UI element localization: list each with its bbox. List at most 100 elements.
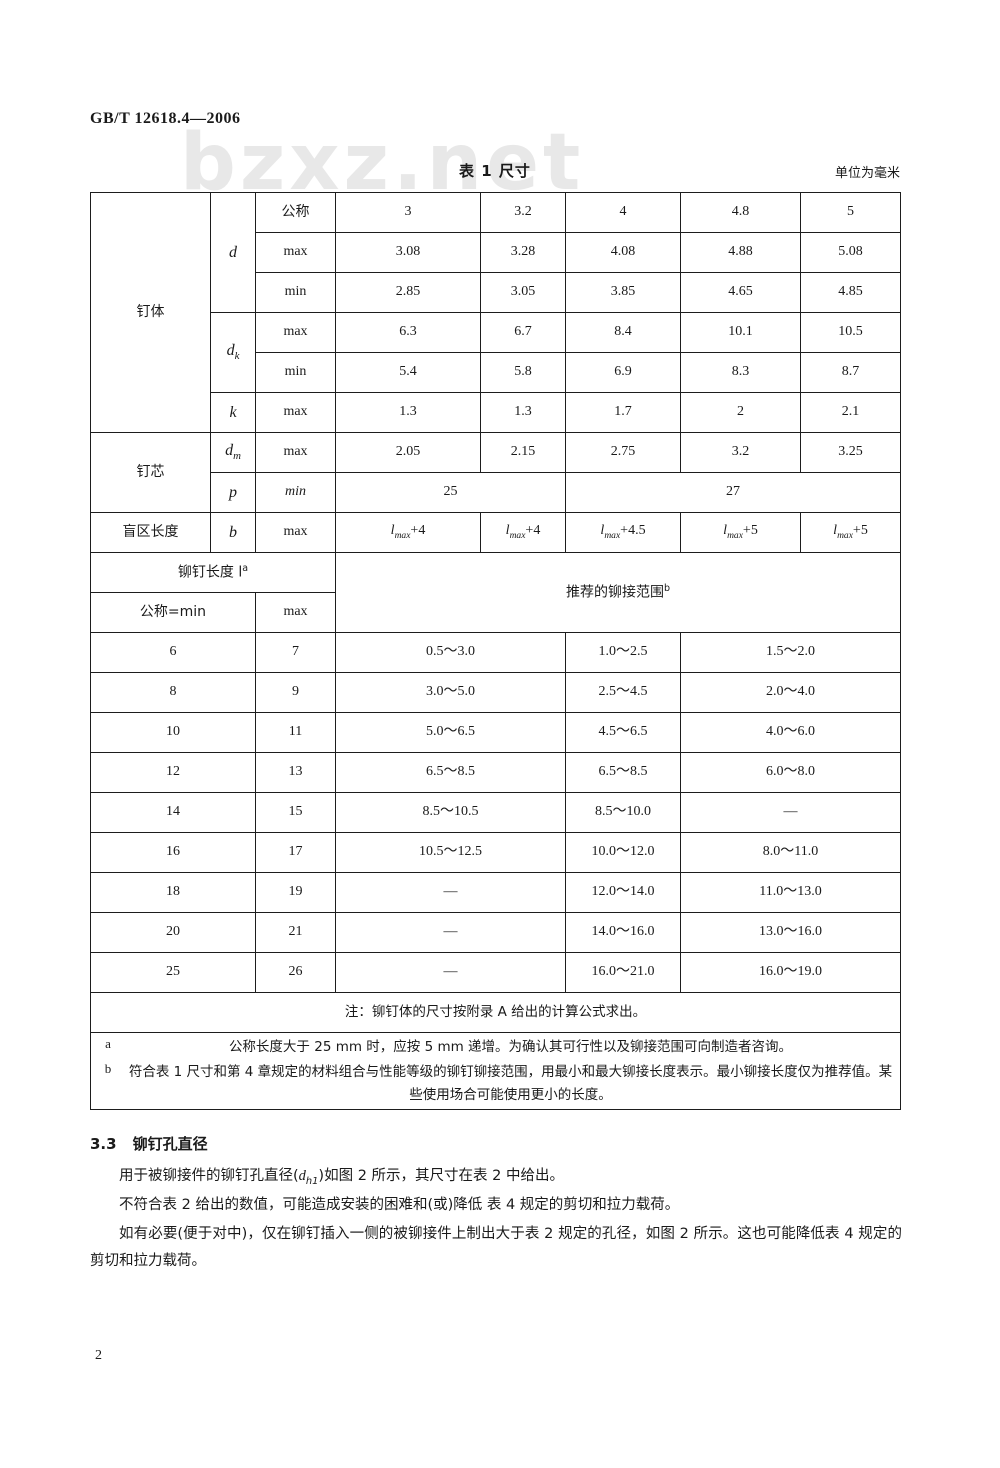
header-length-max: max	[255, 592, 336, 633]
cell-range-3: 1.5～2.0	[680, 632, 901, 673]
cell-dm-max-4: 3.2	[680, 432, 801, 473]
cell-dk-min-1: 5.4	[335, 352, 481, 393]
cell-b-max-1: lmax+4	[335, 512, 481, 553]
cell-range-2: 10.0～12.0	[565, 832, 681, 873]
cell-d-min-2: 3.05	[480, 272, 566, 313]
cell-range-2: 8.5～10.0	[565, 792, 681, 833]
table-1-dimensions: 钉体 d 公称 3 3.2 4 4.8 5 max 3.08 3.28 4.08…	[90, 192, 901, 1110]
cell-k-max-3: 1.7	[565, 392, 681, 433]
table-row: 25 26 — 16.0～21.0 16.0～19.0	[90, 952, 901, 993]
paragraph-2: 不符合表 2 给出的数值，可能造成安装的困难和(或)降低 表 4 规定的剪切和拉…	[119, 1197, 680, 1213]
cell-length-max: 15	[255, 792, 336, 833]
table-row: 16 17 10.5～12.5 10.0～12.0 8.0～11.0	[90, 832, 901, 873]
table-row: 8 9 3.0～5.0 2.5～4.5 2.0～4.0	[90, 672, 901, 713]
cell-dk-max-3: 8.4	[565, 312, 681, 353]
cell-d-max-4: 4.88	[680, 232, 801, 273]
cell-length-nominal: 14	[90, 792, 256, 833]
cell-dk-min-4: 8.3	[680, 352, 801, 393]
row-label-nominal: 公称	[255, 192, 336, 233]
cell-d-max-1: 3.08	[335, 232, 481, 273]
row-label-max: max	[255, 232, 336, 273]
table-row: a 公称长度大于 25 mm 时，应按 5 mm 递增。为确认其可行性以及铆接范…	[90, 1032, 901, 1110]
symbol-dk: dk	[210, 312, 256, 393]
footnote-a: a 公称长度大于 25 mm 时，应按 5 mm 递增。为确认其可行性以及铆接范…	[93, 1036, 898, 1058]
cell-range-2: 2.5～4.5	[565, 672, 681, 713]
symbol-k: k	[210, 392, 256, 433]
cell-k-max-2: 1.3	[480, 392, 566, 433]
section-heading: 3.3 铆钉孔直径	[90, 1133, 902, 1154]
cell-range-1: 6.5～8.5	[335, 752, 566, 793]
cell-d-min-5: 4.85	[800, 272, 901, 313]
header-nominal-min: 公称=min	[90, 592, 256, 633]
cell-d-min-1: 2.85	[335, 272, 481, 313]
cell-d-max-2: 3.28	[480, 232, 566, 273]
row-label-min: min	[255, 472, 336, 513]
cell-length-max: 17	[255, 832, 336, 873]
symbol-p: p	[210, 472, 256, 513]
row-label-max: max	[255, 512, 336, 553]
cell-range-3: 6.0～8.0	[680, 752, 901, 793]
group-label-blind-zone: 盲区长度	[90, 512, 211, 553]
cell-range-2: 14.0～16.0	[565, 912, 681, 953]
cell-b-max-3: lmax+4.5	[565, 512, 681, 553]
table-note: 注：铆钉体的尺寸按附录 A 给出的计算公式求出。	[90, 992, 901, 1033]
cell-length-max: 9	[255, 672, 336, 713]
cell-dm-max-5: 3.25	[800, 432, 901, 473]
cell-p-min-2: 27	[565, 472, 901, 513]
cell-d-max-5: 5.08	[800, 232, 901, 273]
cell-d-nominal-5: 5	[800, 192, 901, 233]
table-row: 18 19 — 12.0～14.0 11.0～13.0	[90, 872, 901, 913]
cell-length-max: 7	[255, 632, 336, 673]
row-label-max: max	[255, 432, 336, 473]
cell-range-2: 6.5～8.5	[565, 752, 681, 793]
group-label-body: 钉体	[90, 192, 211, 433]
symbol-d: d	[210, 192, 256, 313]
footnote-mark-a: a	[105, 1036, 111, 1051]
table-row: 注：铆钉体的尺寸按附录 A 给出的计算公式求出。	[90, 992, 901, 1033]
page-number: 2	[95, 1348, 102, 1363]
cell-d-nominal-3: 4	[565, 192, 681, 233]
cell-range-3: 2.0～4.0	[680, 672, 901, 713]
table-row: 铆钉长度 la 推荐的铆接范围b	[90, 552, 901, 633]
cell-length-nominal: 16	[90, 832, 256, 873]
cell-range-1: 5.0～6.5	[335, 712, 566, 753]
table-row: 公称=min max	[90, 592, 901, 633]
cell-range-2: 12.0～14.0	[565, 872, 681, 913]
cell-length-max: 21	[255, 912, 336, 953]
cell-dm-max-2: 2.15	[480, 432, 566, 473]
cell-range-1: 0.5～3.0	[335, 632, 566, 673]
cell-range-1: 8.5～10.5	[335, 792, 566, 833]
cell-k-max-1: 1.3	[335, 392, 481, 433]
cell-length-max: 26	[255, 952, 336, 993]
cell-d-nominal-4: 4.8	[680, 192, 801, 233]
cell-dk-min-2: 5.8	[480, 352, 566, 393]
table-row: min 2.85 3.05 3.85 4.65 4.85	[91, 272, 901, 313]
cell-length-max: 13	[255, 752, 336, 793]
cell-range-3: 16.0～19.0	[680, 952, 901, 993]
cell-range-1: —	[335, 872, 566, 913]
table-row: 钉芯 dm max 2.05 2.15 2.75 3.2 3.25	[90, 432, 901, 513]
cell-range-2: 1.0～2.5	[565, 632, 681, 673]
cell-d-nominal-2: 3.2	[480, 192, 566, 233]
table-row: 10 11 5.0～6.5 4.5～6.5 4.0～6.0	[90, 712, 901, 753]
table-title: 表 1 尺寸	[459, 162, 531, 180]
table-caption-row: 表 1 尺寸 单位为毫米	[90, 160, 900, 186]
cell-range-2: 16.0～21.0	[565, 952, 681, 993]
cell-range-1: 3.0～5.0	[335, 672, 566, 713]
standard-number-header: GB/T 12618.4—2006	[90, 110, 241, 127]
table-row: 钉体 d 公称 3 3.2 4 4.8 5	[90, 192, 901, 433]
cell-dk-max-2: 6.7	[480, 312, 566, 353]
cell-length-nominal: 12	[90, 752, 256, 793]
cell-range-1: —	[335, 952, 566, 993]
symbol-b: b	[210, 512, 256, 553]
cell-p-min-1: 25	[335, 472, 566, 513]
cell-length-nominal: 20	[90, 912, 256, 953]
cell-range-1: 10.5～12.5	[335, 832, 566, 873]
cell-length-nominal: 8	[90, 672, 256, 713]
cell-dk-min-3: 6.9	[565, 352, 681, 393]
table-row: 盲区长度 b max lmax+4 lmax+4 lmax+4.5 lmax+5…	[90, 512, 901, 553]
section-number: 3.3	[90, 1135, 117, 1153]
cell-d-nominal-1: 3	[335, 192, 481, 233]
table-row: k max 1.3 1.3 1.7 2 2.1	[91, 392, 901, 433]
cell-b-max-5: lmax+5	[800, 512, 901, 553]
